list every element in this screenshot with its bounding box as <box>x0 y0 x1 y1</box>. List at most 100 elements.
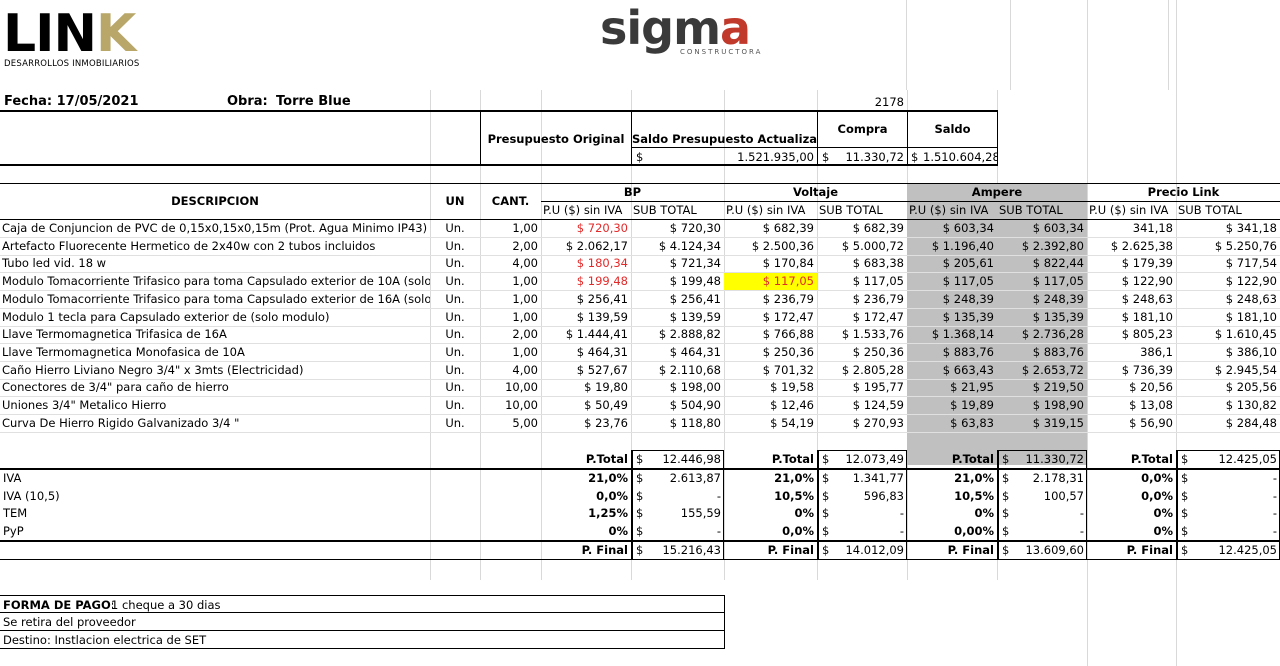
rate-value: 0% <box>1153 506 1173 521</box>
row-value-cell: $ 117,05 <box>852 274 904 289</box>
pfinal-value: 13.609,60 <box>1025 543 1084 557</box>
currency-sign: $ <box>1181 506 1189 521</box>
row-value-cell: $ 172,47 <box>762 309 814 324</box>
row-value-cell: $ 701,32 <box>762 362 814 377</box>
row-value-cell: $ 464,31 <box>576 344 628 359</box>
row-value-cell: $ 464,31 <box>669 344 721 359</box>
row-value-cell: $ 195,77 <box>852 380 904 395</box>
row-value-cell: $ 21,95 <box>950 380 994 395</box>
pfinal-label: P. Final <box>1126 543 1173 557</box>
tax-row-label: PyP <box>3 523 24 538</box>
rate-value: 0,0% <box>782 523 814 538</box>
currency-sign: $ <box>1002 523 1010 538</box>
row-value-cell: $ 181,10 <box>1225 309 1277 324</box>
col-subtotal-header: SUB TOTAL <box>1178 203 1242 217</box>
rate-value: 21,0% <box>588 471 628 485</box>
amount-value: 1.341,77 <box>852 471 904 485</box>
currency-sign: $ <box>1181 488 1189 503</box>
col-subtotal-header: SUB TOTAL <box>999 203 1063 217</box>
row-value-cell: $ 1.444,41 <box>565 327 628 342</box>
sigma-logo-subtitle: CONSTRUCTORA <box>680 48 763 56</box>
amount-value: - <box>716 488 721 503</box>
forma-pago-value: 1 cheque a 30 dias <box>111 598 221 612</box>
row-value-cell: $ 504,90 <box>669 398 721 412</box>
row-description: Uniones 3/4" Metalico Hierro <box>2 398 167 412</box>
row-value-cell: $ 663,43 <box>942 362 994 377</box>
row-value-cell: $ 341,18 <box>1225 221 1277 235</box>
amount-value: - <box>1079 506 1084 521</box>
currency-sign: $ <box>1002 452 1010 466</box>
tax-row-label: IVA (10,5) <box>3 488 60 503</box>
row-quantity: 2,00 <box>512 327 538 342</box>
row-value-cell: $ 2.888,82 <box>658 327 721 342</box>
row-value-cell: $ 250,36 <box>852 344 904 359</box>
currency-sign: $ <box>636 543 644 557</box>
compra-value: 11.330,72 <box>845 150 904 164</box>
currency-sign: $ <box>1002 543 1010 557</box>
row-value-cell: $ 122,90 <box>1121 274 1173 289</box>
amount-value: - <box>1079 523 1084 538</box>
row-value-cell: $ 180,34 <box>576 256 628 271</box>
col-subtotal-header: SUB TOTAL <box>633 203 697 217</box>
col-cant-header: CANT. <box>491 194 530 208</box>
amount-value: - <box>899 506 904 521</box>
tax-row-label: TEM <box>3 506 28 521</box>
row-quantity: 4,00 <box>512 256 538 271</box>
currency-sign: $ <box>1002 471 1010 485</box>
row-quantity: 10,00 <box>505 380 538 395</box>
footer-line-proveedor: Se retira del proveedor <box>3 615 136 629</box>
row-value-cell: $ 236,79 <box>762 291 814 306</box>
pfinal-label: P. Final <box>767 543 814 557</box>
row-value-cell: $ 205,56 <box>1225 380 1277 395</box>
row-value-cell: $ 2.625,38 <box>1110 238 1173 253</box>
rate-value: 0% <box>974 506 994 521</box>
row-description: Curva De Hierro Rigido Galvanizado 3/4 " <box>2 415 240 430</box>
row-value-cell: $ 1.610,45 <box>1214 327 1277 342</box>
tax-row-label: IVA <box>3 471 22 485</box>
row-value-cell: $ 256,41 <box>576 291 628 306</box>
row-value-cell: $ 170,84 <box>762 256 814 271</box>
currency-sign: $ <box>636 523 644 538</box>
row-value-cell: $ 2.945,54 <box>1214 362 1277 377</box>
currency-sign: $ <box>822 506 830 521</box>
row-value-cell: $ 270,93 <box>852 415 904 430</box>
row-value-cell: $ 179,39 <box>1121 256 1173 271</box>
group-voltaje-header: Voltaje <box>792 185 839 199</box>
row-value-cell: $ 199,48 <box>669 274 721 289</box>
obra-label: Obra: <box>227 94 268 109</box>
link-logo: LINK <box>3 4 136 64</box>
row-value-cell: $ 682,39 <box>762 221 814 235</box>
rate-value: 1,25% <box>588 506 628 521</box>
row-unit: Un. <box>445 380 465 395</box>
rate-value: 21,0% <box>774 471 814 485</box>
row-value-cell: $ 1.533,76 <box>841 327 904 342</box>
row-value-cell: $ 199,48 <box>576 274 628 289</box>
rate-value: 10,5% <box>774 488 814 503</box>
row-quantity: 1,00 <box>512 309 538 324</box>
row-value-cell: $ 766,88 <box>762 327 814 342</box>
rate-value: 0% <box>794 506 814 521</box>
forma-pago-label: FORMA DE PAGO: <box>3 598 113 612</box>
saldo-value: 1.510.604,28 <box>923 150 997 164</box>
currency-sign: $ <box>636 488 644 503</box>
row-value-cell: $ 19,58 <box>770 380 814 395</box>
currency-sign: $ <box>1181 471 1189 485</box>
row-value-cell: $ 139,59 <box>669 309 721 324</box>
currency-sign: $ <box>822 543 830 557</box>
row-quantity: 1,00 <box>512 221 538 235</box>
currency-sign: $ <box>822 523 830 538</box>
row-value-cell: $ 13,08 <box>1129 398 1173 412</box>
row-description: Tubo led vid. 18 w <box>2 256 107 271</box>
amount-value: - <box>899 523 904 538</box>
row-value-cell: $ 50,49 <box>584 398 628 412</box>
row-description: Modulo Tomacorriente Trifasico para toma… <box>2 274 430 289</box>
row-value-cell: $ 721,34 <box>669 256 721 271</box>
row-unit: Un. <box>445 415 465 430</box>
row-value-cell: $ 205,61 <box>942 256 994 271</box>
saldo-header: Saldo <box>934 122 971 136</box>
row-value-cell: $ 319,15 <box>1032 415 1084 430</box>
currency-sign: $ <box>822 488 830 503</box>
amount-value: - <box>1272 488 1277 503</box>
currency-sign: $ <box>1181 523 1189 538</box>
col-pu-header: P.U ($) sin IVA <box>726 203 806 217</box>
